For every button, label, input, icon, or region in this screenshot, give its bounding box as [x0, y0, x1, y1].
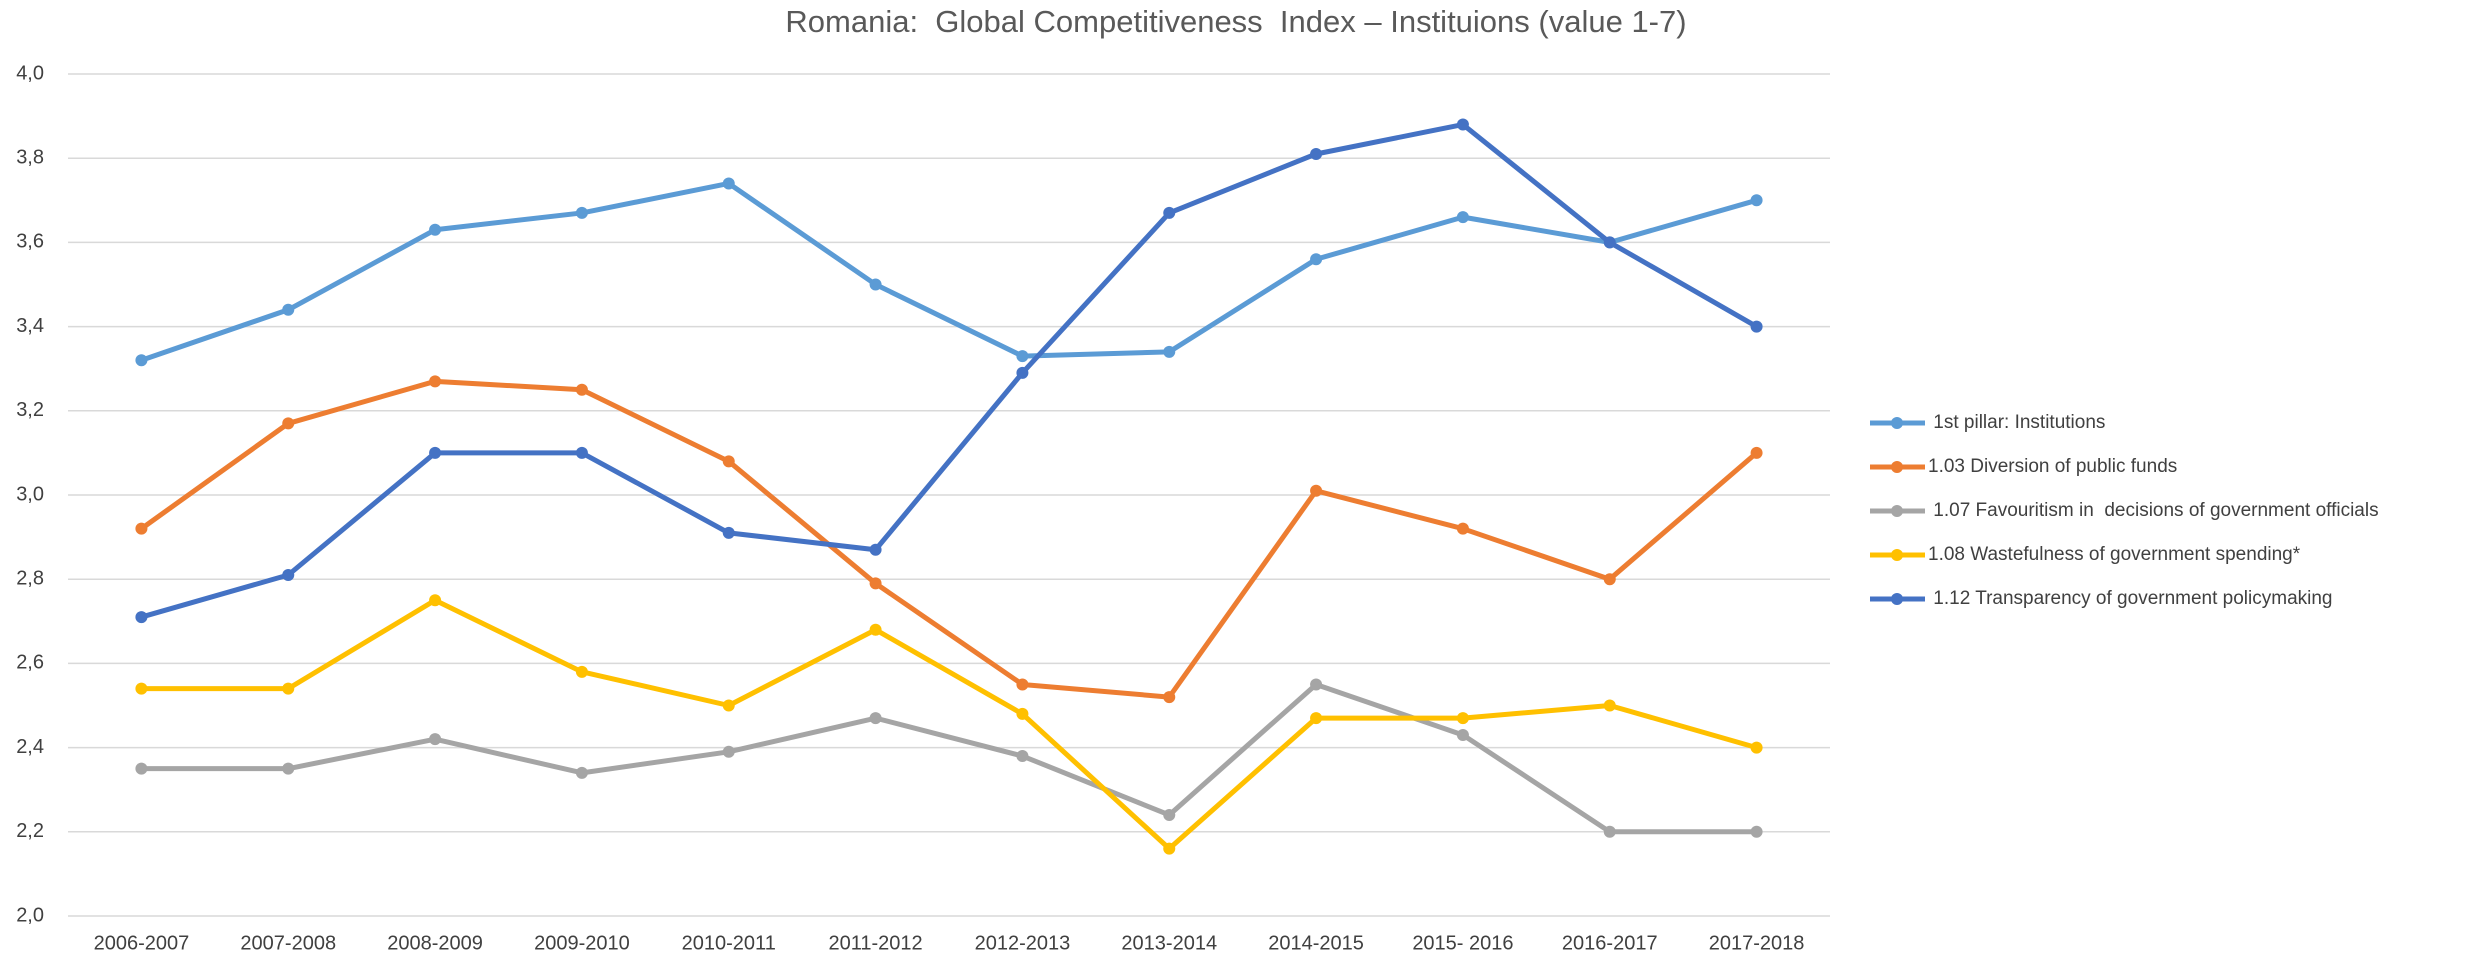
data-point	[429, 446, 442, 459]
data-point	[722, 177, 735, 190]
data-point	[1016, 350, 1029, 363]
data-point	[1310, 253, 1323, 266]
y-tick-label: 3,0	[16, 483, 44, 505]
legend-label: 1.12 Transparency of government policyma…	[1928, 588, 2333, 609]
x-tick-label: 2007-2008	[240, 932, 336, 954]
data-point	[429, 733, 442, 746]
data-point	[1163, 345, 1176, 358]
data-point	[429, 375, 442, 388]
series-line	[141, 597, 1758, 852]
data-point	[1163, 808, 1176, 821]
data-point	[429, 594, 442, 607]
y-tick-label: 3,6	[16, 231, 44, 253]
data-point	[575, 446, 588, 459]
data-point	[135, 611, 148, 624]
legend-label: 1.07 Favouritism in decisions of governm…	[1928, 500, 2379, 521]
series-line	[140, 180, 1758, 363]
data-point	[1163, 206, 1176, 219]
legend-label: 1.03 Diversion of public funds	[1928, 456, 2177, 477]
data-point	[282, 303, 295, 316]
data-point	[282, 568, 295, 581]
data-point	[1016, 750, 1029, 763]
data-point	[1016, 707, 1029, 720]
y-tick-label: 3,2	[16, 399, 44, 421]
data-point	[575, 383, 588, 396]
x-tick-label: 2011-2012	[828, 932, 922, 954]
series-line	[139, 378, 1759, 700]
data-point	[575, 766, 588, 779]
data-point	[1750, 194, 1763, 207]
data-point	[869, 577, 882, 590]
data-point	[1750, 320, 1763, 333]
data-point	[1456, 522, 1469, 535]
series-line	[140, 122, 1758, 620]
data-point	[1310, 484, 1323, 497]
data-point	[575, 665, 588, 678]
data-point	[869, 623, 882, 636]
x-tick-label: 2010-2011	[682, 932, 776, 954]
data-point	[282, 417, 295, 430]
x-tick-label: 2013-2014	[1121, 932, 1217, 954]
x-tick-label: 2016-2017	[1562, 932, 1658, 954]
data-point	[1456, 728, 1469, 741]
y-tick-label: 2,8	[16, 567, 44, 589]
data-point	[135, 522, 148, 535]
data-point	[1016, 678, 1029, 691]
data-point	[1750, 825, 1763, 838]
legend-marker	[1891, 505, 1903, 517]
data-point	[869, 543, 882, 556]
legend-marker	[1891, 549, 1903, 561]
data-point	[722, 455, 735, 468]
x-tick-label: 2009-2010	[534, 932, 630, 954]
data-point	[1750, 741, 1763, 754]
data-point	[135, 762, 148, 775]
y-tick-label: 2,4	[16, 736, 44, 758]
x-tick-label: 2017-2018	[1709, 932, 1805, 954]
data-point	[1016, 366, 1029, 379]
data-point	[869, 712, 882, 725]
data-point	[575, 206, 588, 219]
data-point	[1603, 825, 1616, 838]
data-point	[135, 354, 148, 367]
data-point	[1163, 842, 1176, 855]
data-point	[1456, 211, 1469, 224]
data-point	[1163, 691, 1176, 704]
legend-marker	[1891, 461, 1903, 473]
legend-marker	[1891, 417, 1903, 429]
x-tick-label: 2014-2015	[1268, 932, 1364, 954]
x-tick-label: 2008-2009	[387, 932, 483, 954]
data-point	[1456, 712, 1469, 725]
data-point	[1456, 118, 1469, 131]
legend-marker	[1891, 593, 1903, 605]
data-point	[135, 682, 148, 695]
x-tick-label: 2006-2007	[94, 932, 190, 954]
data-point	[1603, 236, 1616, 249]
data-point	[1750, 446, 1763, 459]
data-point	[1310, 678, 1323, 691]
data-point	[722, 745, 735, 758]
data-point	[722, 526, 735, 539]
data-point	[1310, 712, 1323, 725]
x-tick-label: 2012-2013	[975, 932, 1071, 954]
y-tick-label: 2,6	[16, 652, 44, 674]
data-point	[722, 699, 735, 712]
data-point	[1310, 147, 1323, 160]
data-point	[1603, 699, 1616, 712]
y-tick-label: 2,2	[16, 820, 44, 842]
chart-title: Romania: Global Competitiveness Index – …	[785, 4, 1686, 39]
data-point	[282, 762, 295, 775]
y-tick-label: 3,8	[16, 146, 44, 168]
legend-label: 1st pillar: Institutions	[1928, 412, 2105, 433]
series-line	[141, 681, 1757, 835]
data-point	[429, 223, 442, 236]
data-point	[282, 682, 295, 695]
y-tick-label: 2,0	[16, 904, 44, 926]
data-point	[1603, 573, 1616, 586]
legend-label: 1.08 Wastefulness of government spending…	[1928, 544, 2301, 565]
data-point	[869, 278, 882, 291]
y-tick-label: 3,4	[16, 315, 44, 337]
x-tick-label: 2015- 2016	[1412, 932, 1513, 954]
y-tick-label: 4,0	[16, 62, 44, 84]
